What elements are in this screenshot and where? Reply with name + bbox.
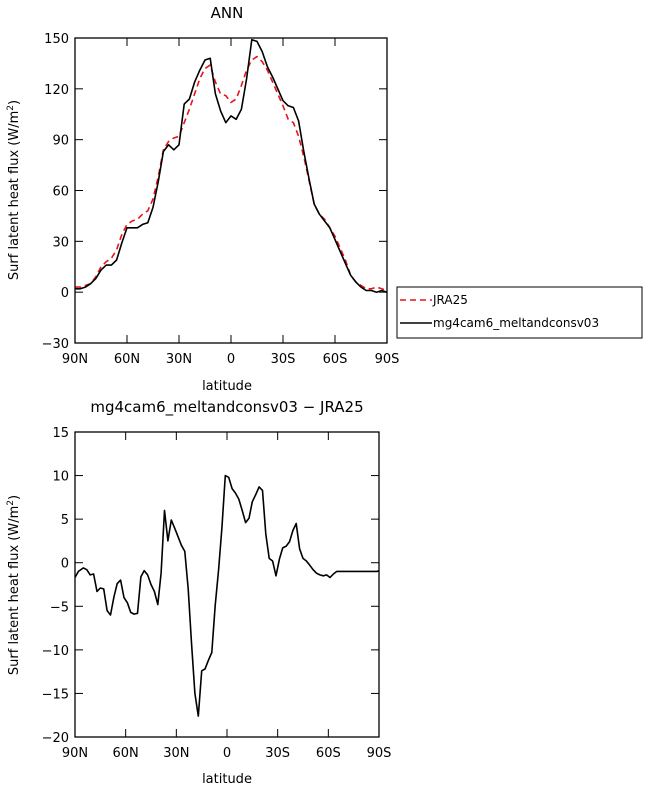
bottom-y-tick-label: −20 <box>42 731 69 746</box>
bottom-y-tick-label: −5 <box>50 600 69 615</box>
bottom-x-axis-label: latitude <box>202 772 252 787</box>
bottom-panel-ticks: 90N 60N 30N 0 30S 60S 90S −20 −15 −10 −5 0 5 10 15 <box>42 426 392 761</box>
legend-label-model: mg4cam6_meltandconsv03 <box>433 316 599 330</box>
panel-title-ann: ANN <box>211 4 244 22</box>
bottom-panel: mg4cam6_meltandconsv03 − JRA25 90N 60N 30N… <box>6 398 391 787</box>
top-y-tick-label: 150 <box>44 32 69 47</box>
top-series-line-jra25 <box>75 55 388 292</box>
bottom-y-tick-label: 5 <box>61 513 69 528</box>
top-x-tick-label: 60N <box>114 352 140 367</box>
top-y-tick-label: 0 <box>61 286 69 301</box>
top-y-axis-label: Surf latent heat flux (W/m2) <box>6 100 22 280</box>
bottom-x-tick-label: 90N <box>62 746 88 761</box>
bottom-y-tick-label: 15 <box>52 426 69 441</box>
top-panel-ticks: 90N 60N 30N 0 30S 60S 90S −30 0 30 60 90 120 150 <box>42 32 400 367</box>
top-x-tick-label: 30S <box>271 352 296 367</box>
bottom-series-line-difference <box>74 474 380 717</box>
bottom-y-tick-label: −15 <box>42 687 69 702</box>
top-x-tick-label: 90S <box>375 352 400 367</box>
top-y-tick-label: 120 <box>44 83 69 98</box>
top-panel: ANN 90N 60N 30N 0 30S 60S 90S−300306090120150 … <box>6 4 399 394</box>
top-x-tick-label: 30N <box>166 352 192 367</box>
top-plot-frame <box>74 37 388 344</box>
legend-frame <box>396 286 643 339</box>
bottom-x-tick-label: 30N <box>163 746 189 761</box>
bottom-x-tick-label: 60S <box>316 746 341 761</box>
legend-label-jra25: JRA25 <box>432 293 468 307</box>
panel-title-difference: mg4cam6_meltandconsv03 − JRA25 <box>90 398 363 417</box>
bottom-x-tick-label: 90S <box>367 746 392 761</box>
bottom-y-tick-label: 10 <box>52 470 69 485</box>
bottom-y-axis-label: Surf latent heat flux (W/m2) <box>6 495 22 675</box>
top-panel-series <box>75 38 388 294</box>
legend: JRA25 mg4cam6_meltandconsv03 <box>396 286 643 339</box>
bottom-panel-series <box>74 474 380 717</box>
top-y-tick-label: 30 <box>52 235 69 250</box>
top-y-tick-label: −30 <box>42 337 69 352</box>
bottom-x-tick-label: 30S <box>265 746 290 761</box>
top-x-tick-label: 0 <box>227 352 235 367</box>
top-series-line-mg4cam6-meltandconsv03 <box>75 38 388 294</box>
bottom-y-tick-label: 0 <box>61 557 69 572</box>
bottom-y-tick-label: −10 <box>42 644 69 659</box>
top-y-tick-label: 60 <box>52 185 69 200</box>
bottom-x-tick-label: 0 <box>223 746 231 761</box>
top-x-axis-label: latitude <box>202 379 252 394</box>
top-y-tick-label: 90 <box>52 134 69 149</box>
bottom-x-tick-label: 60N <box>113 746 139 761</box>
top-x-tick-label: 60S <box>323 352 348 367</box>
bottom-plot-frame <box>74 431 380 738</box>
top-x-tick-label: 90N <box>62 352 88 367</box>
